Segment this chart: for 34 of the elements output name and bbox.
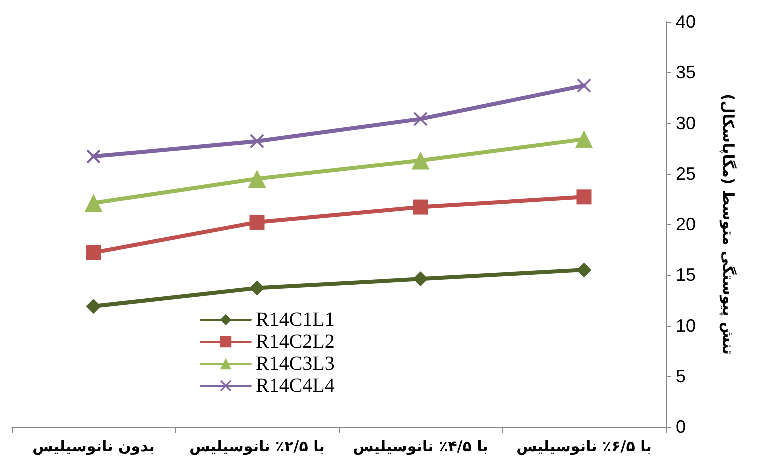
y-tick-label: 35 <box>676 62 696 83</box>
y-axis-title: تنش پیوستگی متوسط (مگاپاسکال) <box>720 94 738 355</box>
point <box>250 280 265 296</box>
point <box>86 150 101 164</box>
y-tick-label: 25 <box>676 164 696 184</box>
legend-label: R14C3L3 <box>256 353 335 375</box>
point <box>413 200 428 215</box>
x-tick-label: با ۲/۵٪ نانوسیلیس <box>190 438 325 456</box>
legend-label: R14C1L1 <box>256 309 335 331</box>
x-tick-label: با ۴/۵٪ نانوسیلیس <box>353 438 488 456</box>
point <box>84 194 103 212</box>
point <box>576 190 592 205</box>
point <box>250 214 265 230</box>
y-tick-label: 30 <box>676 113 696 134</box>
point <box>413 272 428 287</box>
y-tick-label: 15 <box>676 265 696 286</box>
x-tick-label: بدون نانوسیلیس <box>32 438 155 456</box>
y-tick-label: 0 <box>676 417 686 437</box>
y-tick-label: 40 <box>676 12 696 32</box>
point <box>248 170 266 188</box>
legend-label: R14C4L4 <box>256 375 335 397</box>
point <box>576 262 592 278</box>
legend-label: R14C2L2 <box>256 331 335 353</box>
y-tick-label: 20 <box>676 214 696 234</box>
point <box>577 78 592 93</box>
y-tick-label: 10 <box>676 316 696 336</box>
point <box>86 245 102 260</box>
point <box>86 299 102 314</box>
point <box>414 112 428 126</box>
x-tick-label: با ۶/۵٪ نانوسیلیس <box>516 438 652 456</box>
y-tick-label: 5 <box>676 366 686 386</box>
point <box>250 134 264 148</box>
point <box>575 130 594 148</box>
point <box>412 152 430 170</box>
